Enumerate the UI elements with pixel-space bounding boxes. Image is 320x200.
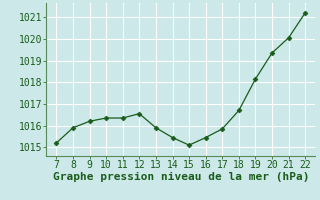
X-axis label: Graphe pression niveau de la mer (hPa): Graphe pression niveau de la mer (hPa): [52, 172, 309, 182]
